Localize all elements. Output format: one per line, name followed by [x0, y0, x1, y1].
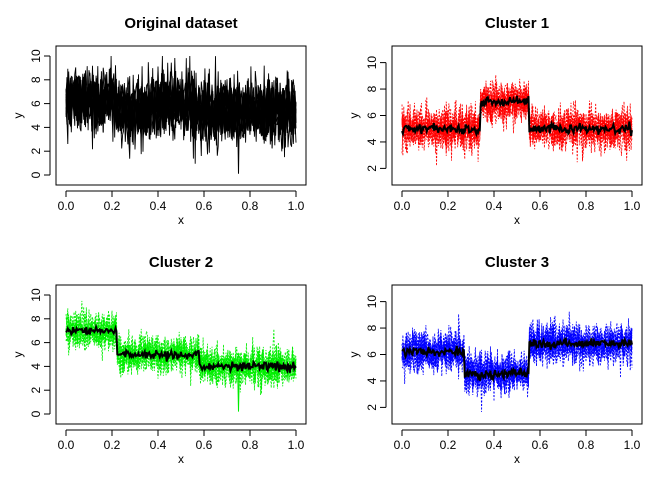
x-tick-label: 1.0 [288, 438, 305, 452]
series-trace [401, 78, 633, 156]
plot-frame [391, 284, 643, 425]
x-tick-label: 0.0 [58, 199, 75, 213]
chart-title: Cluster 2 [149, 254, 213, 271]
chart-panel-3: Cluster 2 0.0 0.2 0.4 0.6 0.8 1.0 x 0 2 4 6 8 10 y [11, 254, 307, 466]
series-trace [65, 307, 297, 389]
y-axis-label: y [347, 113, 361, 119]
chart-title: Original dataset [124, 15, 237, 32]
x-tick-label: 0.8 [578, 199, 595, 213]
y-tick-label: 10 [29, 288, 43, 302]
y-axis-label: y [11, 113, 25, 119]
x-tick-label: 0.2 [104, 438, 121, 452]
x-tick-label: 0.4 [150, 199, 167, 213]
y-tick-label: 2 [365, 165, 379, 172]
series-trace [401, 74, 633, 152]
x-tick-label: 0.2 [104, 199, 121, 213]
x-tick-label: 0.6 [532, 199, 549, 213]
mean-curve [401, 95, 633, 138]
y-tick-label: 8 [365, 324, 379, 331]
x-tick-label: 0.8 [578, 438, 595, 452]
series-trace [65, 300, 297, 396]
y-tick-label: 2 [365, 404, 379, 411]
x-tick-label: 0.2 [440, 199, 457, 213]
mean-curve [65, 323, 297, 375]
x-tick-label: 0.0 [58, 438, 75, 452]
mean-curve [401, 336, 633, 383]
y-axis-label: y [11, 352, 25, 358]
y-tick-label: 0 [29, 171, 43, 178]
y-axis-label: y [347, 352, 361, 358]
y-tick-label: 8 [29, 76, 43, 83]
series-trace [65, 310, 297, 393]
y-tick-label: 2 [29, 148, 43, 155]
series-trace [65, 70, 297, 156]
x-tick-label: 0.2 [440, 438, 457, 452]
series-band [401, 311, 633, 413]
series-trace [65, 56, 297, 149]
y-tick-label: 4 [29, 363, 43, 370]
chart-title: Cluster 1 [485, 15, 549, 32]
y-tick-label: 8 [365, 85, 379, 92]
series-trace [65, 310, 297, 388]
y-tick-label: 2 [29, 387, 43, 394]
y-tick-label: 4 [365, 138, 379, 145]
y-tick-label: 10 [365, 56, 379, 70]
x-tick-label: 0.6 [532, 438, 549, 452]
y-tick-label: 4 [29, 124, 43, 131]
series-trace [401, 80, 633, 157]
x-axis-label: x [178, 213, 184, 227]
outlier-point [237, 366, 240, 412]
y-tick-label: 10 [29, 49, 43, 63]
x-tick-label: 0.0 [394, 438, 411, 452]
outlier-point [237, 110, 240, 174]
y-tick-label: 6 [29, 339, 43, 346]
plot-frame [55, 284, 307, 425]
x-tick-label: 0.6 [196, 438, 213, 452]
y-tick-label: 4 [365, 377, 379, 384]
x-tick-label: 0.8 [242, 199, 259, 213]
y-tick-label: 0 [29, 410, 43, 417]
plot-frame [391, 45, 643, 186]
x-axis-label: x [178, 452, 184, 466]
x-tick-label: 0.4 [486, 438, 503, 452]
y-tick-label: 6 [365, 112, 379, 119]
x-tick-label: 0.4 [150, 438, 167, 452]
x-axis-label: x [514, 452, 520, 466]
series-band [65, 55, 297, 174]
y-tick-label: 6 [365, 351, 379, 358]
plot-frame [55, 45, 307, 186]
x-tick-label: 0.8 [242, 438, 259, 452]
x-tick-label: 1.0 [288, 199, 305, 213]
y-tick-label: 10 [365, 295, 379, 309]
x-tick-label: 1.0 [624, 199, 641, 213]
series-band [401, 74, 633, 166]
chart-panel-1: Original dataset 0.0 0.2 0.4 0.6 0.8 1.0 x 0 2 4 6 8… [11, 15, 307, 227]
x-tick-label: 1.0 [624, 438, 641, 452]
chart-panel-2: Cluster 1 0.0 0.2 0.4 0.6 0.8 1.0 x 2 4 6 8 10 y [347, 15, 643, 227]
y-tick-label: 6 [29, 100, 43, 107]
x-tick-label: 0.6 [196, 199, 213, 213]
x-tick-label: 0.4 [486, 199, 503, 213]
y-tick-label: 8 [29, 315, 43, 322]
x-axis-label: x [514, 213, 520, 227]
series-trace [401, 80, 633, 161]
x-tick-label: 0.0 [394, 199, 411, 213]
chart-panel-4: Cluster 3 0.0 0.2 0.4 0.6 0.8 1.0 x 2 4 6 8 10 y [347, 254, 643, 466]
chart-title: Cluster 3 [485, 254, 549, 271]
